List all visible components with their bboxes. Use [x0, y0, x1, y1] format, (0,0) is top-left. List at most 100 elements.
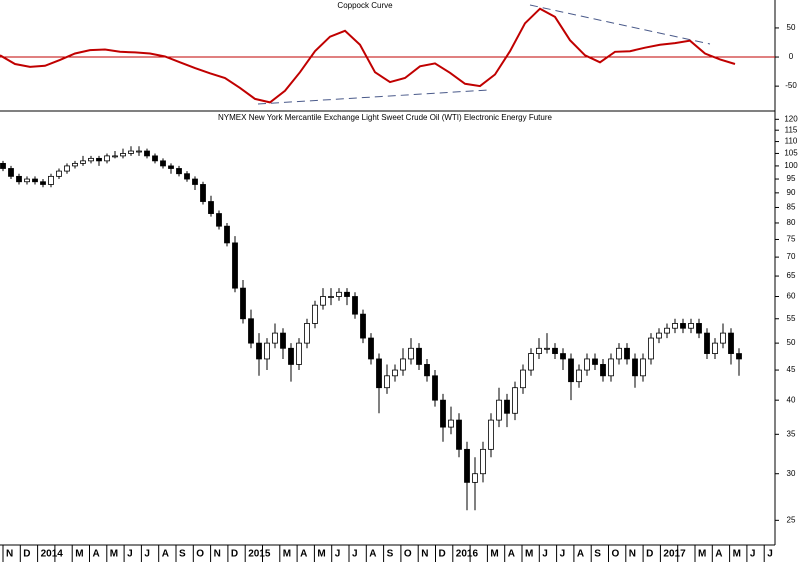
candle-body	[680, 323, 686, 329]
y-tick-label: 110	[785, 137, 798, 146]
x-tick-label: M	[698, 549, 706, 560]
candle-body	[128, 150, 134, 154]
y-tick-label: 40	[787, 395, 796, 404]
x-tick-label: 2014	[41, 549, 64, 560]
x-tick-label: A	[369, 549, 376, 560]
candle-body	[56, 170, 62, 177]
x-tick-label: M	[75, 549, 83, 560]
candle-body	[24, 178, 30, 183]
x-tick-label: J	[560, 549, 566, 560]
candle-body	[552, 347, 558, 354]
y-tick-label: 25	[787, 515, 796, 524]
y-tick-label: 45	[787, 365, 796, 374]
candle-body	[560, 353, 566, 360]
x-tick-label: O	[612, 549, 620, 560]
x-tick-label: A	[162, 549, 169, 560]
candle-body	[616, 347, 622, 360]
candle-body	[520, 369, 526, 389]
x-tick-label: S	[594, 549, 601, 560]
y-tick-label: 85	[787, 203, 796, 212]
y-tick-label: 100	[784, 161, 798, 170]
candle-body	[600, 364, 606, 377]
candle-body	[672, 323, 678, 329]
y-tick-label: 90	[787, 188, 796, 197]
x-tick-label: 2015	[248, 549, 271, 560]
x-tick-label: 2017	[663, 549, 686, 560]
candle-body	[712, 342, 718, 354]
candle-body	[440, 399, 446, 428]
x-tick-label: D	[646, 549, 653, 560]
candle-body	[136, 150, 142, 153]
x-tick-label: N	[214, 549, 221, 560]
candle-body	[328, 296, 334, 298]
candle-body	[48, 175, 54, 185]
candle-body	[536, 347, 542, 354]
candle-body	[168, 165, 174, 169]
candle-body	[568, 358, 574, 383]
candle-body	[72, 162, 78, 167]
candle-body	[104, 155, 110, 162]
candle-body	[480, 448, 486, 475]
y-tick-label: 60	[787, 292, 796, 301]
y-tick-label: 30	[787, 469, 796, 478]
candle-body	[472, 473, 478, 483]
candle-body	[544, 347, 550, 350]
candle-body	[176, 168, 182, 175]
x-tick-label: N	[6, 549, 13, 560]
x-tick-label: D	[231, 549, 238, 560]
y-tick-label: 120	[784, 114, 798, 123]
x-tick-label: A	[508, 549, 515, 560]
candle-body	[272, 332, 278, 344]
candle-body	[88, 157, 94, 162]
candle-body	[408, 347, 414, 360]
candle-body	[528, 353, 534, 371]
candle-body	[512, 387, 518, 414]
candle-body	[112, 155, 118, 158]
candle-body	[232, 242, 238, 289]
candle-body	[624, 347, 630, 360]
x-tick-label: N	[629, 549, 636, 560]
candle-body	[280, 332, 286, 349]
candle-body	[736, 353, 742, 360]
candle-body	[456, 419, 462, 450]
y-tick-label: 35	[787, 429, 796, 438]
candle-body	[448, 419, 454, 428]
y-tick-label: 115	[785, 125, 798, 134]
x-tick-label: M	[525, 549, 533, 560]
candle-body	[584, 358, 590, 371]
y-tick-label: 75	[787, 235, 796, 244]
x-tick-label: J	[335, 549, 341, 560]
candle-body	[648, 337, 654, 360]
candle-body	[80, 160, 86, 164]
candle-body	[184, 173, 190, 180]
candle-body	[384, 375, 390, 389]
candle-body	[696, 323, 702, 334]
x-tick-label: N	[421, 549, 428, 560]
candle-body	[288, 347, 294, 365]
candle-body	[344, 291, 350, 297]
candle-body	[400, 358, 406, 371]
y-tick-label: 50	[787, 23, 796, 32]
y-tick-label: 80	[787, 218, 796, 227]
x-tick-label: J	[750, 549, 756, 560]
candle-body	[200, 184, 206, 202]
x-tick-label: S	[387, 549, 394, 560]
candle-body	[504, 399, 510, 414]
x-tick-label: A	[300, 549, 307, 560]
y-tick-label: 55	[787, 314, 796, 323]
candle-body	[216, 213, 222, 227]
candle-body	[432, 375, 438, 401]
candle-body	[120, 153, 126, 157]
candle-body	[16, 175, 22, 183]
candle-body	[264, 342, 270, 360]
x-tick-label: J	[144, 549, 150, 560]
candle-body	[376, 358, 382, 389]
candle-body	[704, 332, 710, 354]
candle-body	[240, 287, 246, 320]
x-tick-label: J	[542, 549, 548, 560]
candle-body	[160, 160, 166, 167]
y-tick-label: 105	[784, 149, 798, 158]
y-tick-label: 95	[787, 174, 796, 183]
